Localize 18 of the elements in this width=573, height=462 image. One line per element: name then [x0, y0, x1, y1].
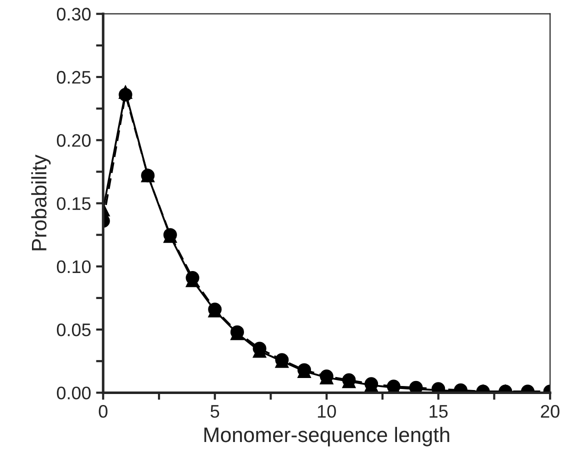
- x-tick-label: 5: [210, 405, 220, 418]
- x-axis-title: Monomer-sequence length: [204, 426, 450, 446]
- y-tick-label: 0.15: [56, 197, 91, 210]
- x-tick-label: 15: [430, 405, 448, 418]
- y-tick-label: 0.05: [56, 323, 91, 336]
- x-tick-label: 10: [318, 404, 336, 418]
- point: [252, 342, 266, 356]
- y-tick-label: 0.25: [56, 70, 91, 84]
- point: [141, 168, 155, 182]
- x-tick-label: 0: [98, 404, 108, 418]
- y-tick-label: 0.20: [56, 134, 91, 147]
- x-tick-label: 20: [540, 404, 560, 418]
- point: [186, 271, 200, 285]
- y-tick-label: 0.10: [56, 260, 91, 274]
- y-tick-label: 0.00: [56, 386, 91, 400]
- y-tick-label: 0.30: [56, 8, 91, 21]
- y-axis-title: Probability: [31, 154, 51, 250]
- point: [118, 88, 132, 102]
